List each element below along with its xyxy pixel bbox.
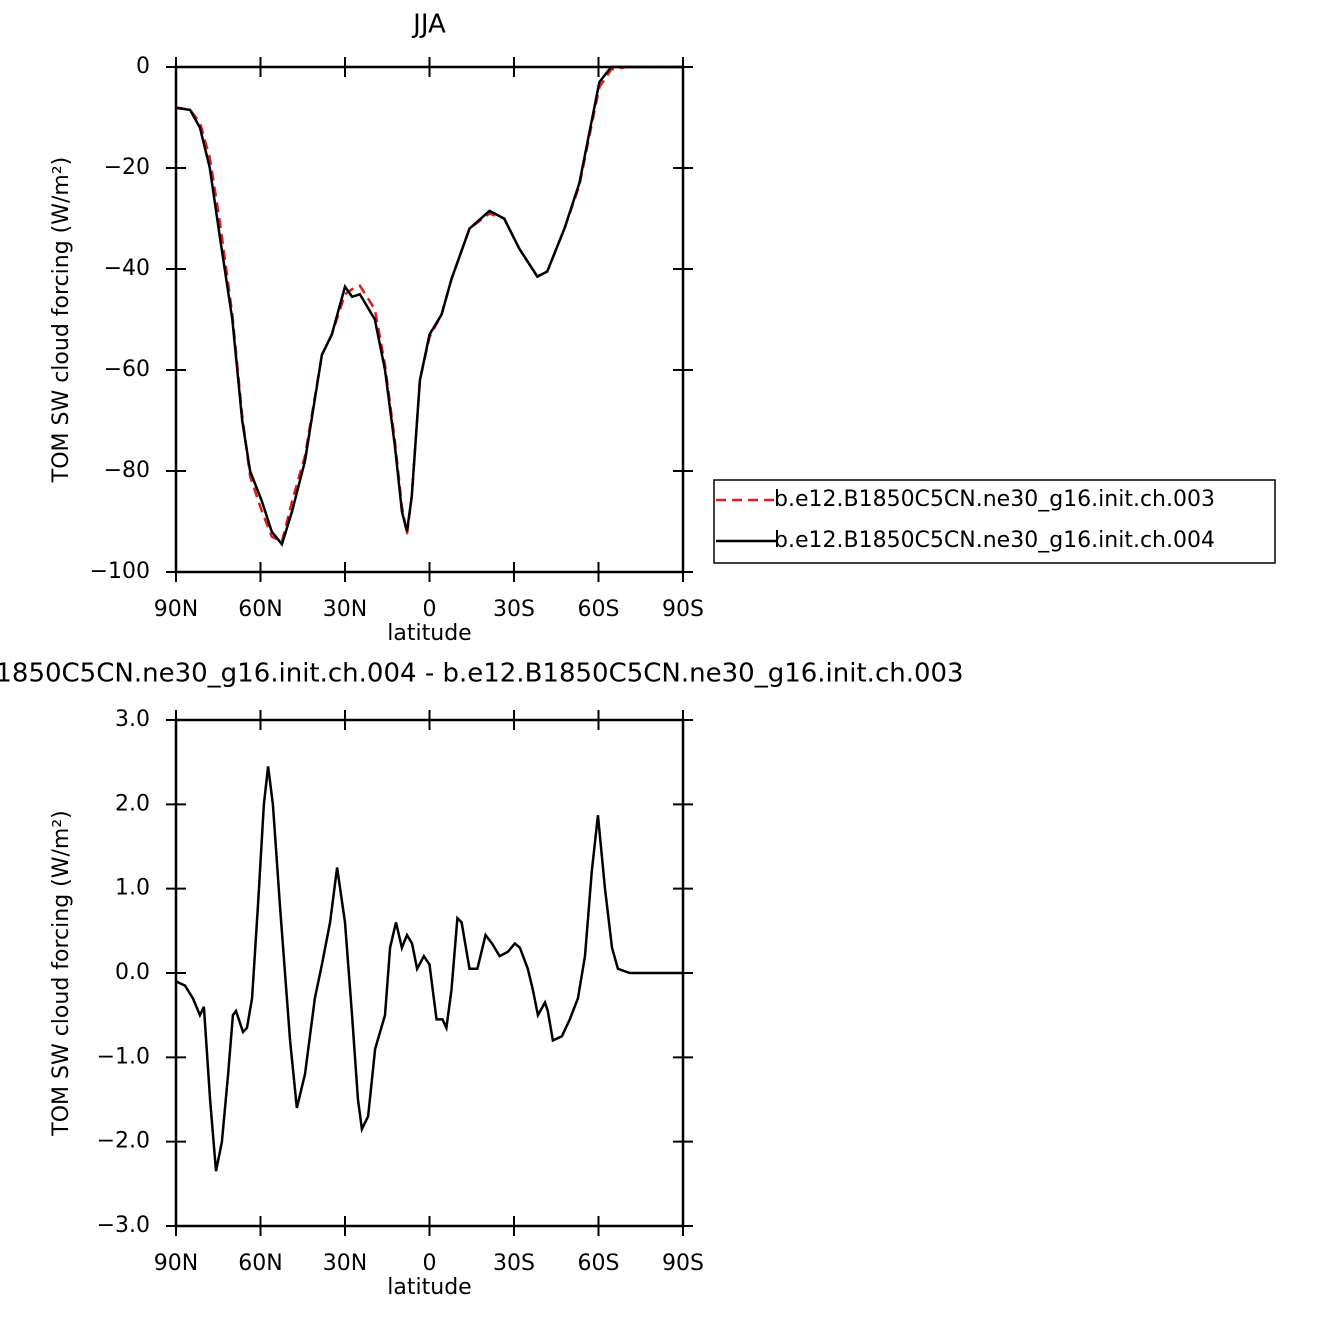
- x-axis-label: latitude: [387, 621, 471, 646]
- legend-box: [713, 479, 1276, 564]
- x-tick-label: 90N: [154, 597, 198, 622]
- x-tick-label: 60N: [238, 1251, 282, 1276]
- x-tick-label: 30N: [323, 597, 367, 622]
- y-tick-label: −100: [90, 559, 150, 584]
- x-tick-label: 90S: [662, 1251, 704, 1276]
- y-tick-label: −40: [104, 256, 150, 281]
- x-tick-label: 30S: [493, 597, 535, 622]
- x-tick-label: 60S: [578, 597, 620, 622]
- plot-frame: [174, 65, 685, 574]
- x-tick-label: 60N: [238, 597, 282, 622]
- y-tick-label: 0.0: [115, 960, 150, 985]
- x-tick-label: 0: [423, 597, 437, 622]
- legend-label: b.e12.B1850C5CN.ne30_g16.init.ch.004: [774, 528, 1215, 553]
- legend-label: b.e12.B1850C5CN.ne30_g16.init.ch.003: [774, 487, 1215, 512]
- y-tick-label: 1.0: [115, 876, 150, 901]
- chart-title: JJA: [411, 10, 446, 40]
- y-tick-label: 0: [136, 54, 150, 79]
- x-tick-label: 90N: [154, 1251, 198, 1276]
- y-tick-label: −3.0: [97, 1213, 150, 1238]
- x-tick-label: 30S: [493, 1251, 535, 1276]
- data-line: [175, 65, 683, 544]
- y-tick-label: −20: [104, 155, 150, 180]
- x-axis-label: latitude: [387, 1275, 471, 1300]
- x-tick-label: 0: [423, 1251, 437, 1276]
- x-tick-label: 60S: [578, 1251, 620, 1276]
- y-tick-label: −1.0: [97, 1044, 150, 1069]
- y-axis-label: TOM SW cloud forcing (W/m²): [49, 157, 74, 483]
- y-tick-label: 3.0: [115, 707, 150, 732]
- y-tick-label: −80: [104, 458, 150, 483]
- data-line: [175, 766, 683, 1172]
- chart-title: b.e12.B1850C5CN.ne30_g16.init.ch.004 - b…: [0, 659, 964, 689]
- data-line: [175, 65, 683, 547]
- y-tick-label: 2.0: [115, 791, 150, 816]
- y-tick-label: −60: [104, 357, 150, 382]
- x-tick-label: 30N: [323, 1251, 367, 1276]
- x-tick-label: 90S: [662, 597, 704, 622]
- y-axis-label: TOM SW cloud forcing (W/m²): [49, 810, 74, 1136]
- y-tick-label: −2.0: [97, 1129, 150, 1154]
